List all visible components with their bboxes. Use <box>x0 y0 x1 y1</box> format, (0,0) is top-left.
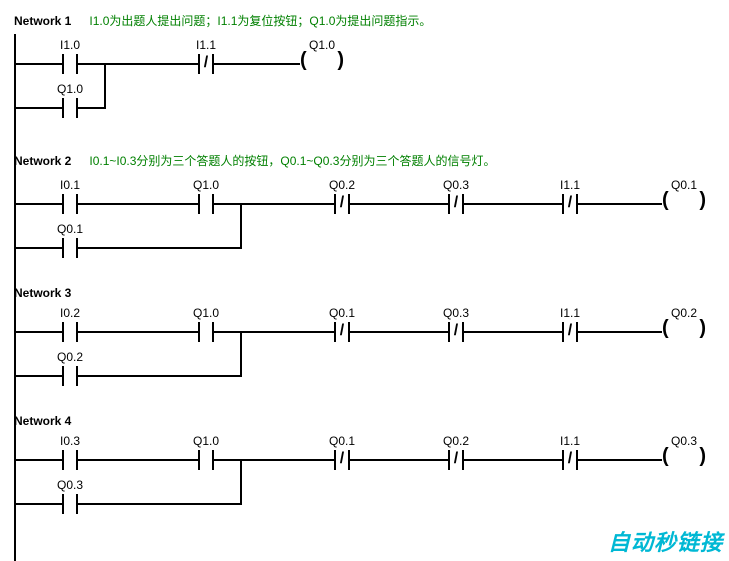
wire <box>214 459 334 461</box>
branch-vline <box>240 203 242 249</box>
contact-label: Q0.2 <box>443 434 469 448</box>
contact-label: Q1.0 <box>193 306 219 320</box>
network-header: Network 2 I0.1~I0.3分别为三个答题人的按钮，Q0.1~Q0.3分… <box>14 152 495 169</box>
contact-label: Q0.1 <box>329 434 355 448</box>
wire <box>14 63 62 65</box>
contact-label: Q0.3 <box>443 178 469 192</box>
contact-label: Q1.0 <box>57 82 83 96</box>
contact-label: I0.2 <box>60 306 80 320</box>
network-header: Network 3 <box>14 286 71 300</box>
wire <box>464 203 562 205</box>
contact-label: Q0.1 <box>671 178 697 192</box>
branch-vline <box>14 331 16 377</box>
wire <box>78 459 198 461</box>
wire <box>78 331 198 333</box>
contact-label: I0.1 <box>60 178 80 192</box>
contact-label: Q0.1 <box>57 222 83 236</box>
wire <box>78 63 198 65</box>
contact-label: Q1.0 <box>193 178 219 192</box>
contact-label: I1.1 <box>560 306 580 320</box>
wire <box>464 331 562 333</box>
branch-vline <box>14 203 16 249</box>
network-title: Network 2 <box>14 154 71 168</box>
branch-vline <box>240 459 242 505</box>
wire <box>578 331 662 333</box>
branch-vline <box>240 331 242 377</box>
branch-wire <box>78 503 240 505</box>
wire <box>350 203 448 205</box>
wire <box>350 331 448 333</box>
branch-wire <box>14 503 62 505</box>
contact-label: Q0.1 <box>329 306 355 320</box>
contact-label: Q0.2 <box>57 350 83 364</box>
wire <box>78 203 198 205</box>
network-title: Network 4 <box>14 414 71 428</box>
branch-vline <box>14 63 16 109</box>
wire <box>578 203 662 205</box>
contact-label: I0.3 <box>60 434 80 448</box>
branch-vline <box>14 459 16 505</box>
branch-vline <box>104 63 106 109</box>
branch-wire <box>14 247 62 249</box>
coil: () <box>300 53 344 75</box>
branch-wire <box>78 247 240 249</box>
branch-wire <box>14 107 62 109</box>
branch-wire <box>78 107 104 109</box>
wire <box>350 459 448 461</box>
network-header: Network 1 I1.0为出题人提出问题；I1.1为复位按钮；Q1.0为提出问… <box>14 12 431 29</box>
contact-label: I1.0 <box>60 38 80 52</box>
coil: () <box>662 321 706 343</box>
wire <box>214 331 334 333</box>
wire <box>214 203 334 205</box>
contact-label: Q0.2 <box>329 178 355 192</box>
branch-wire <box>14 375 62 377</box>
contact-label: Q1.0 <box>193 434 219 448</box>
wire <box>14 203 62 205</box>
wire <box>464 459 562 461</box>
network-header: Network 4 <box>14 414 71 428</box>
contact-label: Q0.3 <box>443 306 469 320</box>
wire <box>214 63 300 65</box>
network-comment: I0.1~I0.3分别为三个答题人的按钮，Q0.1~Q0.3分别为三个答题人的信… <box>89 152 495 169</box>
wire <box>14 459 62 461</box>
network-title: Network 1 <box>14 14 71 28</box>
contact-label: I1.1 <box>560 434 580 448</box>
network-comment: I1.0为出题人提出问题；I1.1为复位按钮；Q1.0为提出问题指示。 <box>89 12 431 29</box>
contact-label: I1.1 <box>196 38 216 52</box>
wire <box>14 331 62 333</box>
contact-label: Q0.3 <box>671 434 697 448</box>
contact-label: Q0.3 <box>57 478 83 492</box>
wire <box>578 459 662 461</box>
branch-wire <box>78 375 240 377</box>
contact-label: I1.1 <box>560 178 580 192</box>
coil: () <box>662 449 706 471</box>
coil: () <box>662 193 706 215</box>
contact-label: Q0.2 <box>671 306 697 320</box>
network-title: Network 3 <box>14 286 71 300</box>
contact-label: Q1.0 <box>309 38 335 52</box>
watermark-text: 自动秒链接 <box>608 525 723 557</box>
